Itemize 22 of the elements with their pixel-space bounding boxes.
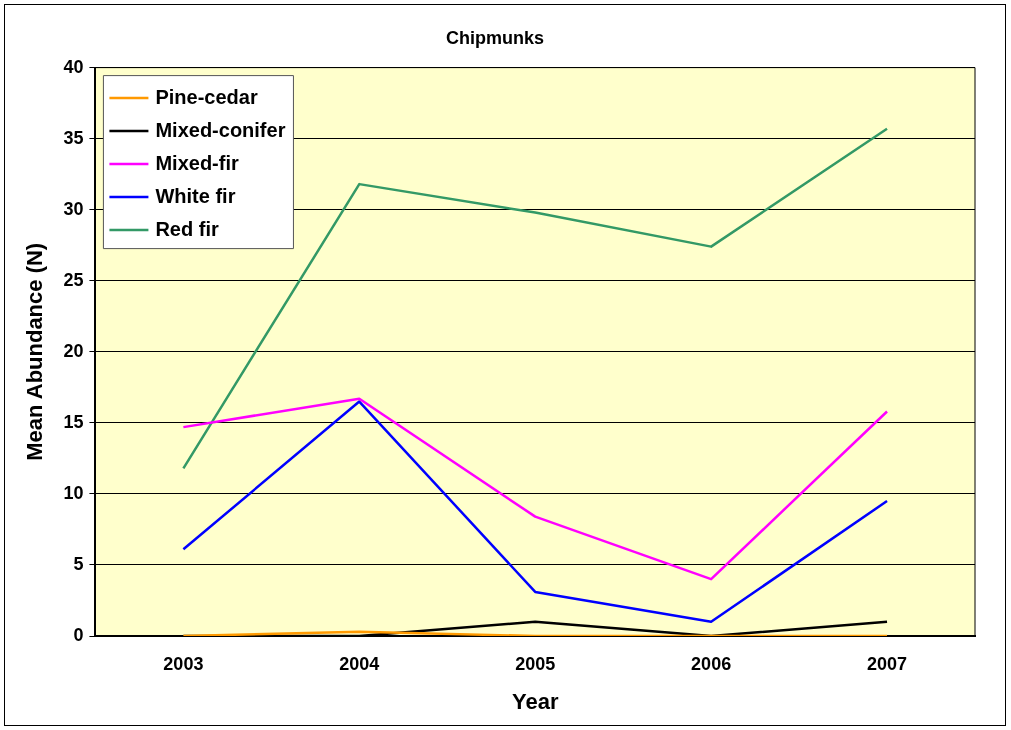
- y-tick-label: 15: [63, 411, 84, 432]
- y-tick-label: 30: [63, 198, 84, 219]
- x-axis-title: Year: [511, 688, 559, 714]
- y-tick-label: 35: [63, 127, 84, 148]
- y-tick-label: 0: [73, 624, 84, 645]
- x-tick-label: 2006: [691, 653, 732, 674]
- legend-label: Red fir: [155, 217, 219, 240]
- legend-label: Mixed-fir: [155, 151, 239, 174]
- legend-label: Mixed-conifer: [155, 118, 286, 141]
- x-tick-label: 2005: [515, 653, 556, 674]
- x-tick-label: 2003: [163, 653, 204, 674]
- chart-title: Chipmunks: [445, 27, 545, 48]
- y-tick-label: 25: [63, 269, 84, 290]
- x-tick-label: 2004: [339, 653, 380, 674]
- legend-label: Pine-cedar: [155, 85, 258, 108]
- y-tick-label: 20: [63, 340, 84, 361]
- legend-label: White fir: [155, 184, 236, 207]
- y-tick-label: 40: [63, 56, 84, 77]
- y-axis-title: Mean Abundance (N): [22, 242, 48, 461]
- x-tick-label: 2007: [867, 653, 908, 674]
- y-tick-label: 5: [73, 553, 84, 574]
- y-tick-label: 10: [63, 482, 84, 503]
